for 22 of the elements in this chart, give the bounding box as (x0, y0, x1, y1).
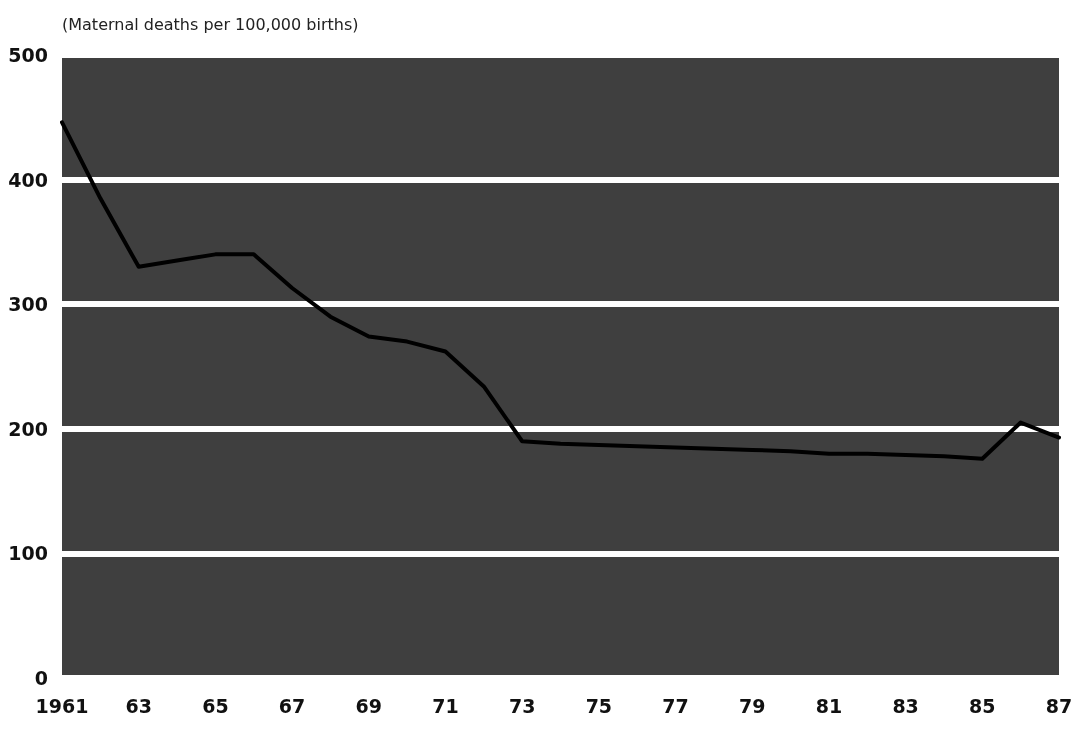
y-tick-label: 100 (8, 542, 48, 565)
y-tick-label: 400 (8, 168, 48, 191)
x-tick-label: 81 (815, 694, 843, 717)
y-tick-label: 0 (34, 667, 48, 689)
x-tick-label: 85 (969, 694, 996, 717)
x-tick-label: 83 (892, 694, 919, 717)
y-axis-title: (Maternal deaths per 100,000 births) (62, 14, 359, 34)
x-tick-label: 77 (662, 694, 689, 717)
y-tick-label: 300 (8, 293, 48, 316)
x-tick-label: 79 (739, 694, 766, 717)
y-tick-label: 200 (8, 417, 48, 440)
x-tick-label: 75 (585, 694, 613, 717)
x-tick-label: 71 (432, 694, 459, 717)
x-tick-label: 1961 (35, 694, 89, 717)
x-tick-label: 65 (202, 694, 229, 717)
x-tick-label: 67 (278, 694, 306, 717)
x-tick-label: 87 (1045, 694, 1073, 717)
y-tick-label: 500 (8, 44, 48, 66)
line-series (60, 120, 1061, 461)
x-tick-label: 73 (508, 694, 536, 717)
x-tick-label: 69 (355, 694, 382, 717)
x-tick-label: 63 (125, 694, 152, 717)
